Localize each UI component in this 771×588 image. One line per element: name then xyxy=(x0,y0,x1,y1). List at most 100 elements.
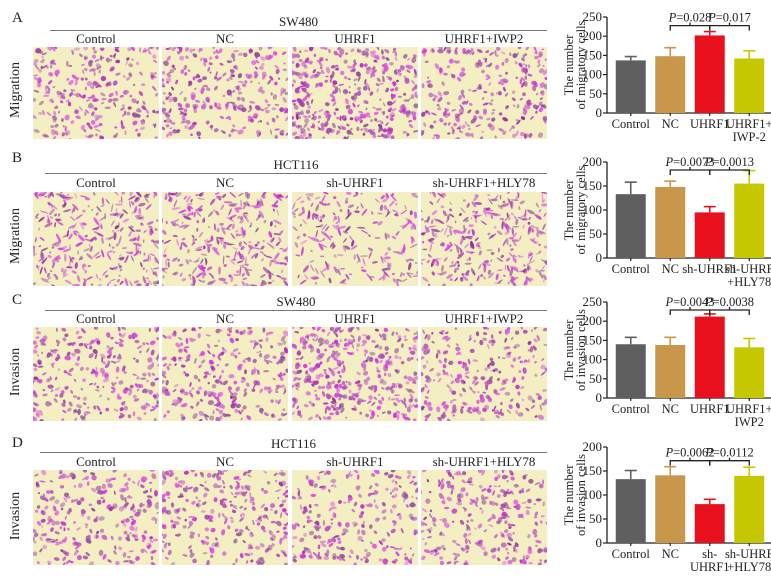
stained-cell xyxy=(401,343,404,348)
stained-cell xyxy=(540,364,546,370)
stained-cell xyxy=(518,370,522,373)
stained-cell xyxy=(439,531,443,536)
stained-cell xyxy=(244,80,248,84)
stained-cell xyxy=(169,472,175,478)
stained-cell xyxy=(66,77,70,81)
stained-cell xyxy=(33,551,38,557)
stained-cell xyxy=(453,230,456,235)
stained-cell xyxy=(265,337,269,342)
stained-cell xyxy=(409,393,413,398)
stained-cell xyxy=(451,508,458,514)
stained-cell xyxy=(363,370,369,376)
stained-cell xyxy=(504,92,509,97)
stained-cell xyxy=(321,231,328,237)
stained-cell xyxy=(275,384,281,389)
stained-cell xyxy=(207,280,214,285)
stained-cell xyxy=(378,345,383,350)
stained-cell xyxy=(162,334,167,339)
stained-cell xyxy=(33,532,39,538)
stained-cell xyxy=(90,472,96,476)
stained-cell xyxy=(385,487,389,491)
stained-cell xyxy=(449,388,453,393)
stained-cell xyxy=(398,547,403,551)
stained-cell xyxy=(485,50,490,53)
stained-cell xyxy=(382,194,385,198)
stained-cell xyxy=(501,560,507,565)
stained-cell xyxy=(101,356,104,363)
stained-cell xyxy=(229,76,233,80)
stained-cell xyxy=(47,254,52,259)
stained-cell xyxy=(449,278,453,281)
stained-cell xyxy=(300,504,302,510)
stained-cell xyxy=(439,560,445,565)
stained-cell xyxy=(162,267,169,270)
stained-cell xyxy=(162,470,166,476)
stained-cell xyxy=(391,479,395,483)
stained-cell xyxy=(45,538,53,541)
stained-cell xyxy=(400,413,408,416)
stained-cell xyxy=(285,489,288,493)
stained-cell xyxy=(440,228,444,233)
stained-cell xyxy=(534,361,537,364)
stained-cell xyxy=(269,129,273,135)
stained-cell xyxy=(335,221,339,225)
stained-cell xyxy=(254,66,258,70)
stained-cell xyxy=(140,262,143,268)
stained-cell xyxy=(88,60,93,67)
stained-cell xyxy=(319,255,325,258)
p-symbol: P xyxy=(707,11,716,25)
stained-cell xyxy=(122,518,126,524)
stained-cell xyxy=(511,90,516,94)
stained-cell xyxy=(357,75,361,82)
stained-cell xyxy=(147,279,153,286)
stained-cell xyxy=(477,470,483,474)
stained-cell xyxy=(429,201,434,205)
stained-cell xyxy=(413,481,418,486)
stained-cell xyxy=(458,472,463,477)
stained-cell xyxy=(56,220,63,226)
stained-cell xyxy=(138,91,144,96)
micrograph-image xyxy=(162,327,288,421)
stained-cell xyxy=(223,485,226,489)
stained-cell xyxy=(177,480,183,484)
stained-cell xyxy=(74,362,80,366)
stained-cell xyxy=(270,92,273,96)
stained-cell xyxy=(502,379,507,384)
stained-cell xyxy=(456,245,460,254)
stained-cell xyxy=(38,192,44,196)
stained-cell xyxy=(179,357,184,359)
stained-cell xyxy=(183,97,187,102)
stained-cell xyxy=(93,50,97,54)
stained-cell xyxy=(172,523,176,529)
stained-cell xyxy=(452,475,455,480)
stained-cell xyxy=(435,134,441,139)
stained-cell xyxy=(474,541,478,545)
stained-cell xyxy=(192,121,197,126)
stained-cell xyxy=(415,487,418,493)
p-symbol: P xyxy=(664,446,673,460)
stained-cell xyxy=(322,136,326,139)
stained-cell xyxy=(517,514,522,518)
x-tick-label: +HLY78 xyxy=(727,275,771,289)
stained-cell xyxy=(415,334,418,341)
stained-cell xyxy=(337,228,342,236)
stained-cell xyxy=(501,221,504,230)
stained-cell xyxy=(488,272,495,279)
stained-cell xyxy=(527,209,535,215)
stained-cell xyxy=(285,494,288,498)
stained-cell xyxy=(300,239,308,245)
stained-cell xyxy=(324,470,329,476)
stained-cell xyxy=(469,348,475,354)
stained-cell xyxy=(350,68,355,73)
stained-cell xyxy=(63,199,66,203)
stained-cell xyxy=(324,225,330,232)
stained-cell xyxy=(394,369,399,373)
stained-cell xyxy=(336,546,341,550)
stained-cell xyxy=(144,196,149,203)
stained-cell xyxy=(96,385,100,389)
stained-cell xyxy=(336,343,340,348)
stained-cell xyxy=(94,59,100,62)
stained-cell xyxy=(429,243,433,252)
stained-cell xyxy=(482,391,487,394)
stained-cell xyxy=(439,518,442,521)
